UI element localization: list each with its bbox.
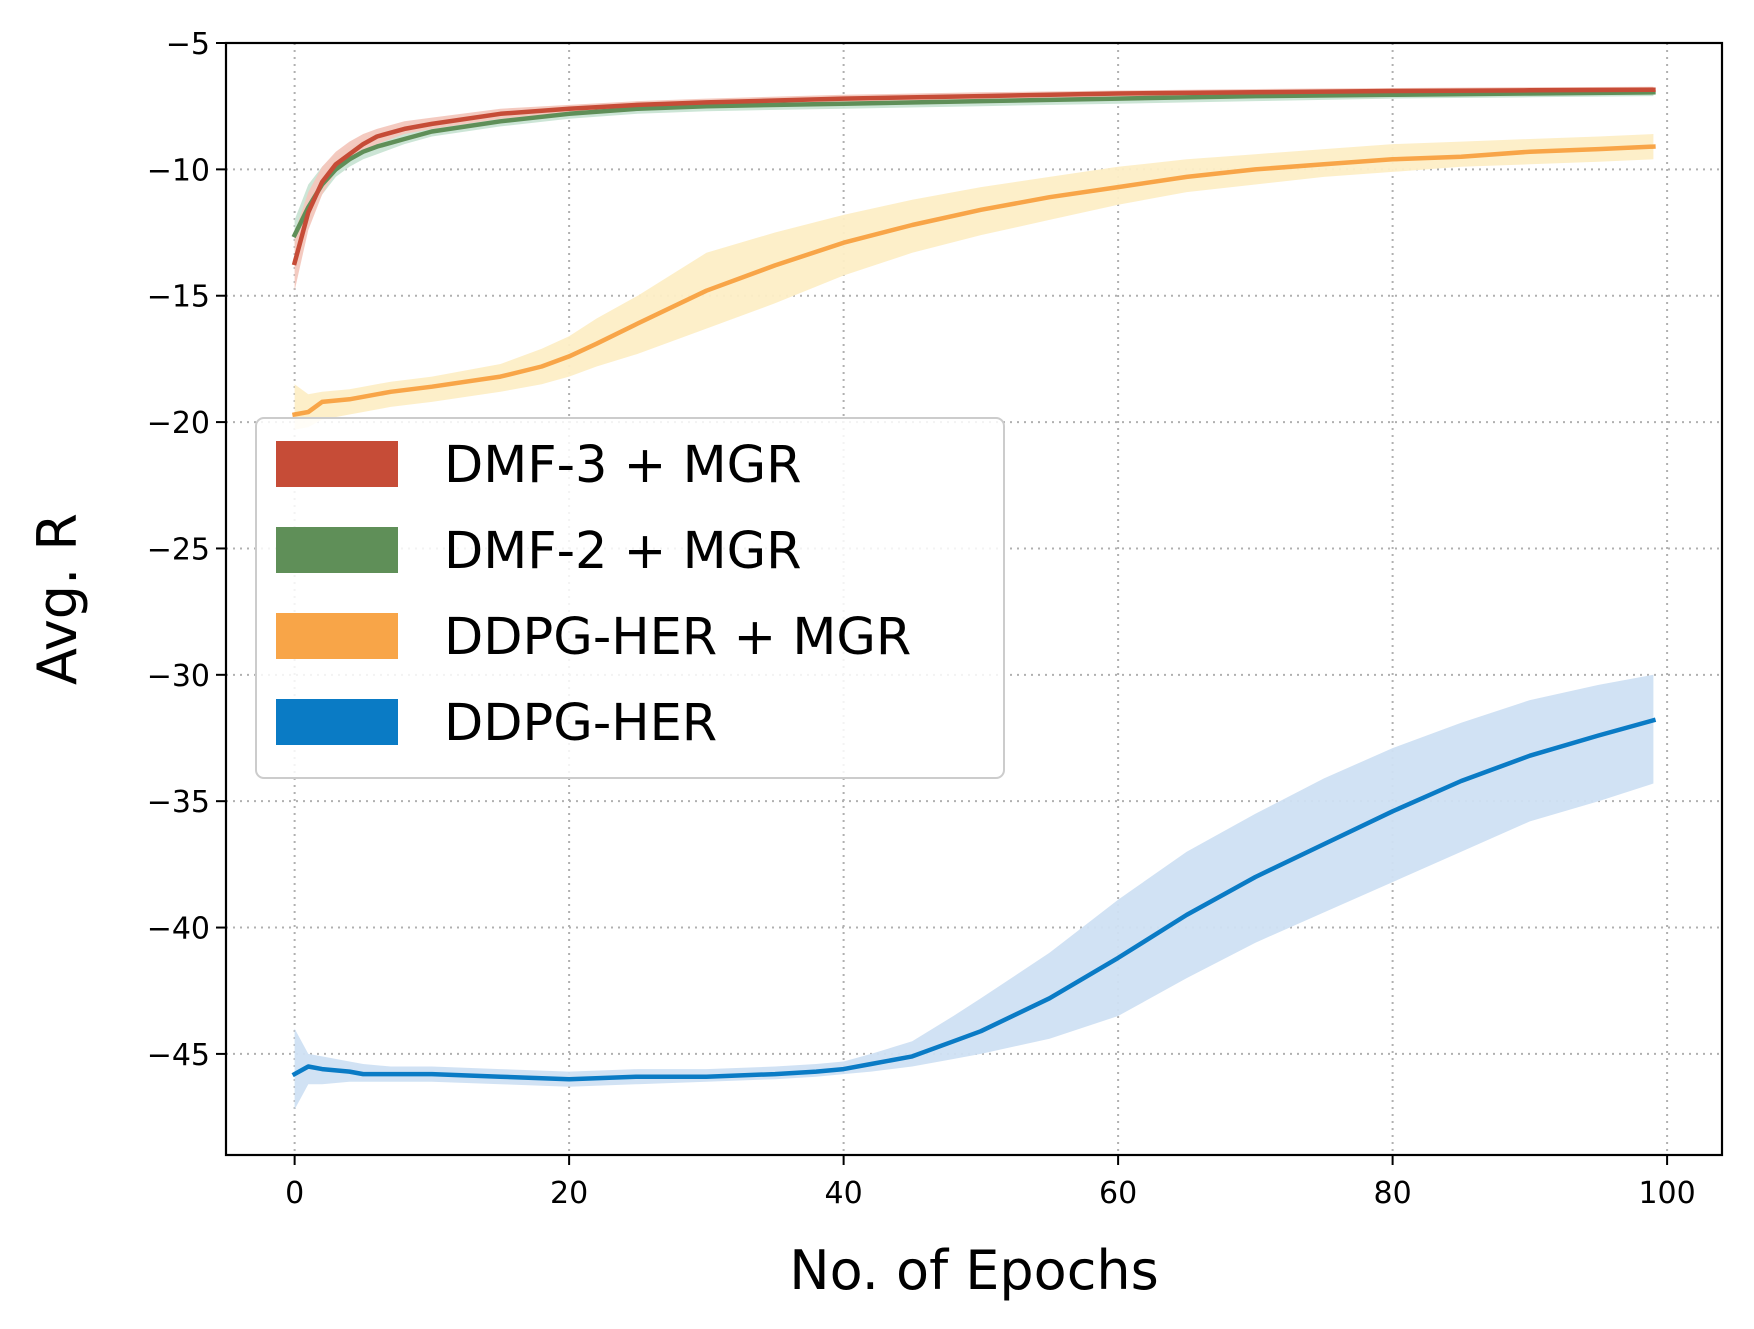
legend-label-dmf-3-mgr: DMF-3 + MGR	[444, 436, 802, 495]
legend-swatch-ddpg-her-mgr	[276, 613, 398, 659]
plot-frame	[224, 41, 1724, 1157]
y-tick-label: −25	[147, 532, 210, 567]
y-axis-label: Avg. R	[26, 513, 89, 685]
ddpg-her-mgr-line	[291, 144, 1656, 418]
legend-label-ddpg-her: DDPG-HER	[444, 694, 717, 753]
y-tick-label: −40	[147, 912, 210, 947]
legend: DMF-3 + MGR DMF-2 + MGR DDPG-HER + MGR DDPG…	[255, 417, 1005, 779]
legend-label-ddpg-her-mgr: DDPG-HER + MGR	[444, 608, 911, 667]
x-tick-label: 80	[1374, 1176, 1412, 1211]
legend-swatch-dmf-3-mgr	[276, 441, 398, 487]
legend-frame	[255, 417, 1005, 779]
y-tick-label: −15	[147, 280, 210, 315]
ddpg-her-line	[291, 717, 1657, 1082]
legend-items: DMF-3 + MGR DMF-2 + MGR DDPG-HER + MGR DDPG…	[276, 436, 911, 753]
x-axis-label: No. of Epochs	[789, 1239, 1159, 1302]
series-lines	[291, 87, 1657, 1082]
y-tick-label: −35	[147, 785, 210, 820]
legend-swatch-ddpg-her	[276, 699, 398, 745]
axis-ticks: 0 20 40 60 80 100 −5 −10 −15 −20 −25 −30 −35 −40 −45	[147, 27, 1696, 1211]
confidence-bands	[294, 86, 1654, 1110]
x-tick-label: 100	[1638, 1176, 1695, 1211]
dmf-2-mgr-line	[291, 90, 1656, 239]
legend-swatch-dmf-2-mgr	[276, 527, 398, 573]
dmf-3-mgr-line	[291, 87, 1656, 266]
x-tick-label: 40	[825, 1176, 863, 1211]
y-tick-label: −5	[166, 27, 210, 62]
y-tick-label: −45	[147, 1038, 210, 1073]
y-tick-label: −30	[147, 659, 210, 694]
x-tick-label: 20	[550, 1176, 588, 1211]
ddpg-her-mgr-band	[294, 134, 1654, 430]
x-tick-label: 0	[285, 1176, 304, 1211]
legend-label-dmf-2-mgr: DMF-2 + MGR	[444, 522, 802, 581]
y-tick-label: −20	[147, 406, 210, 441]
x-tick-label: 60	[1099, 1176, 1137, 1211]
ddpg-her-band	[294, 674, 1654, 1110]
y-tick-label: −10	[147, 153, 210, 188]
